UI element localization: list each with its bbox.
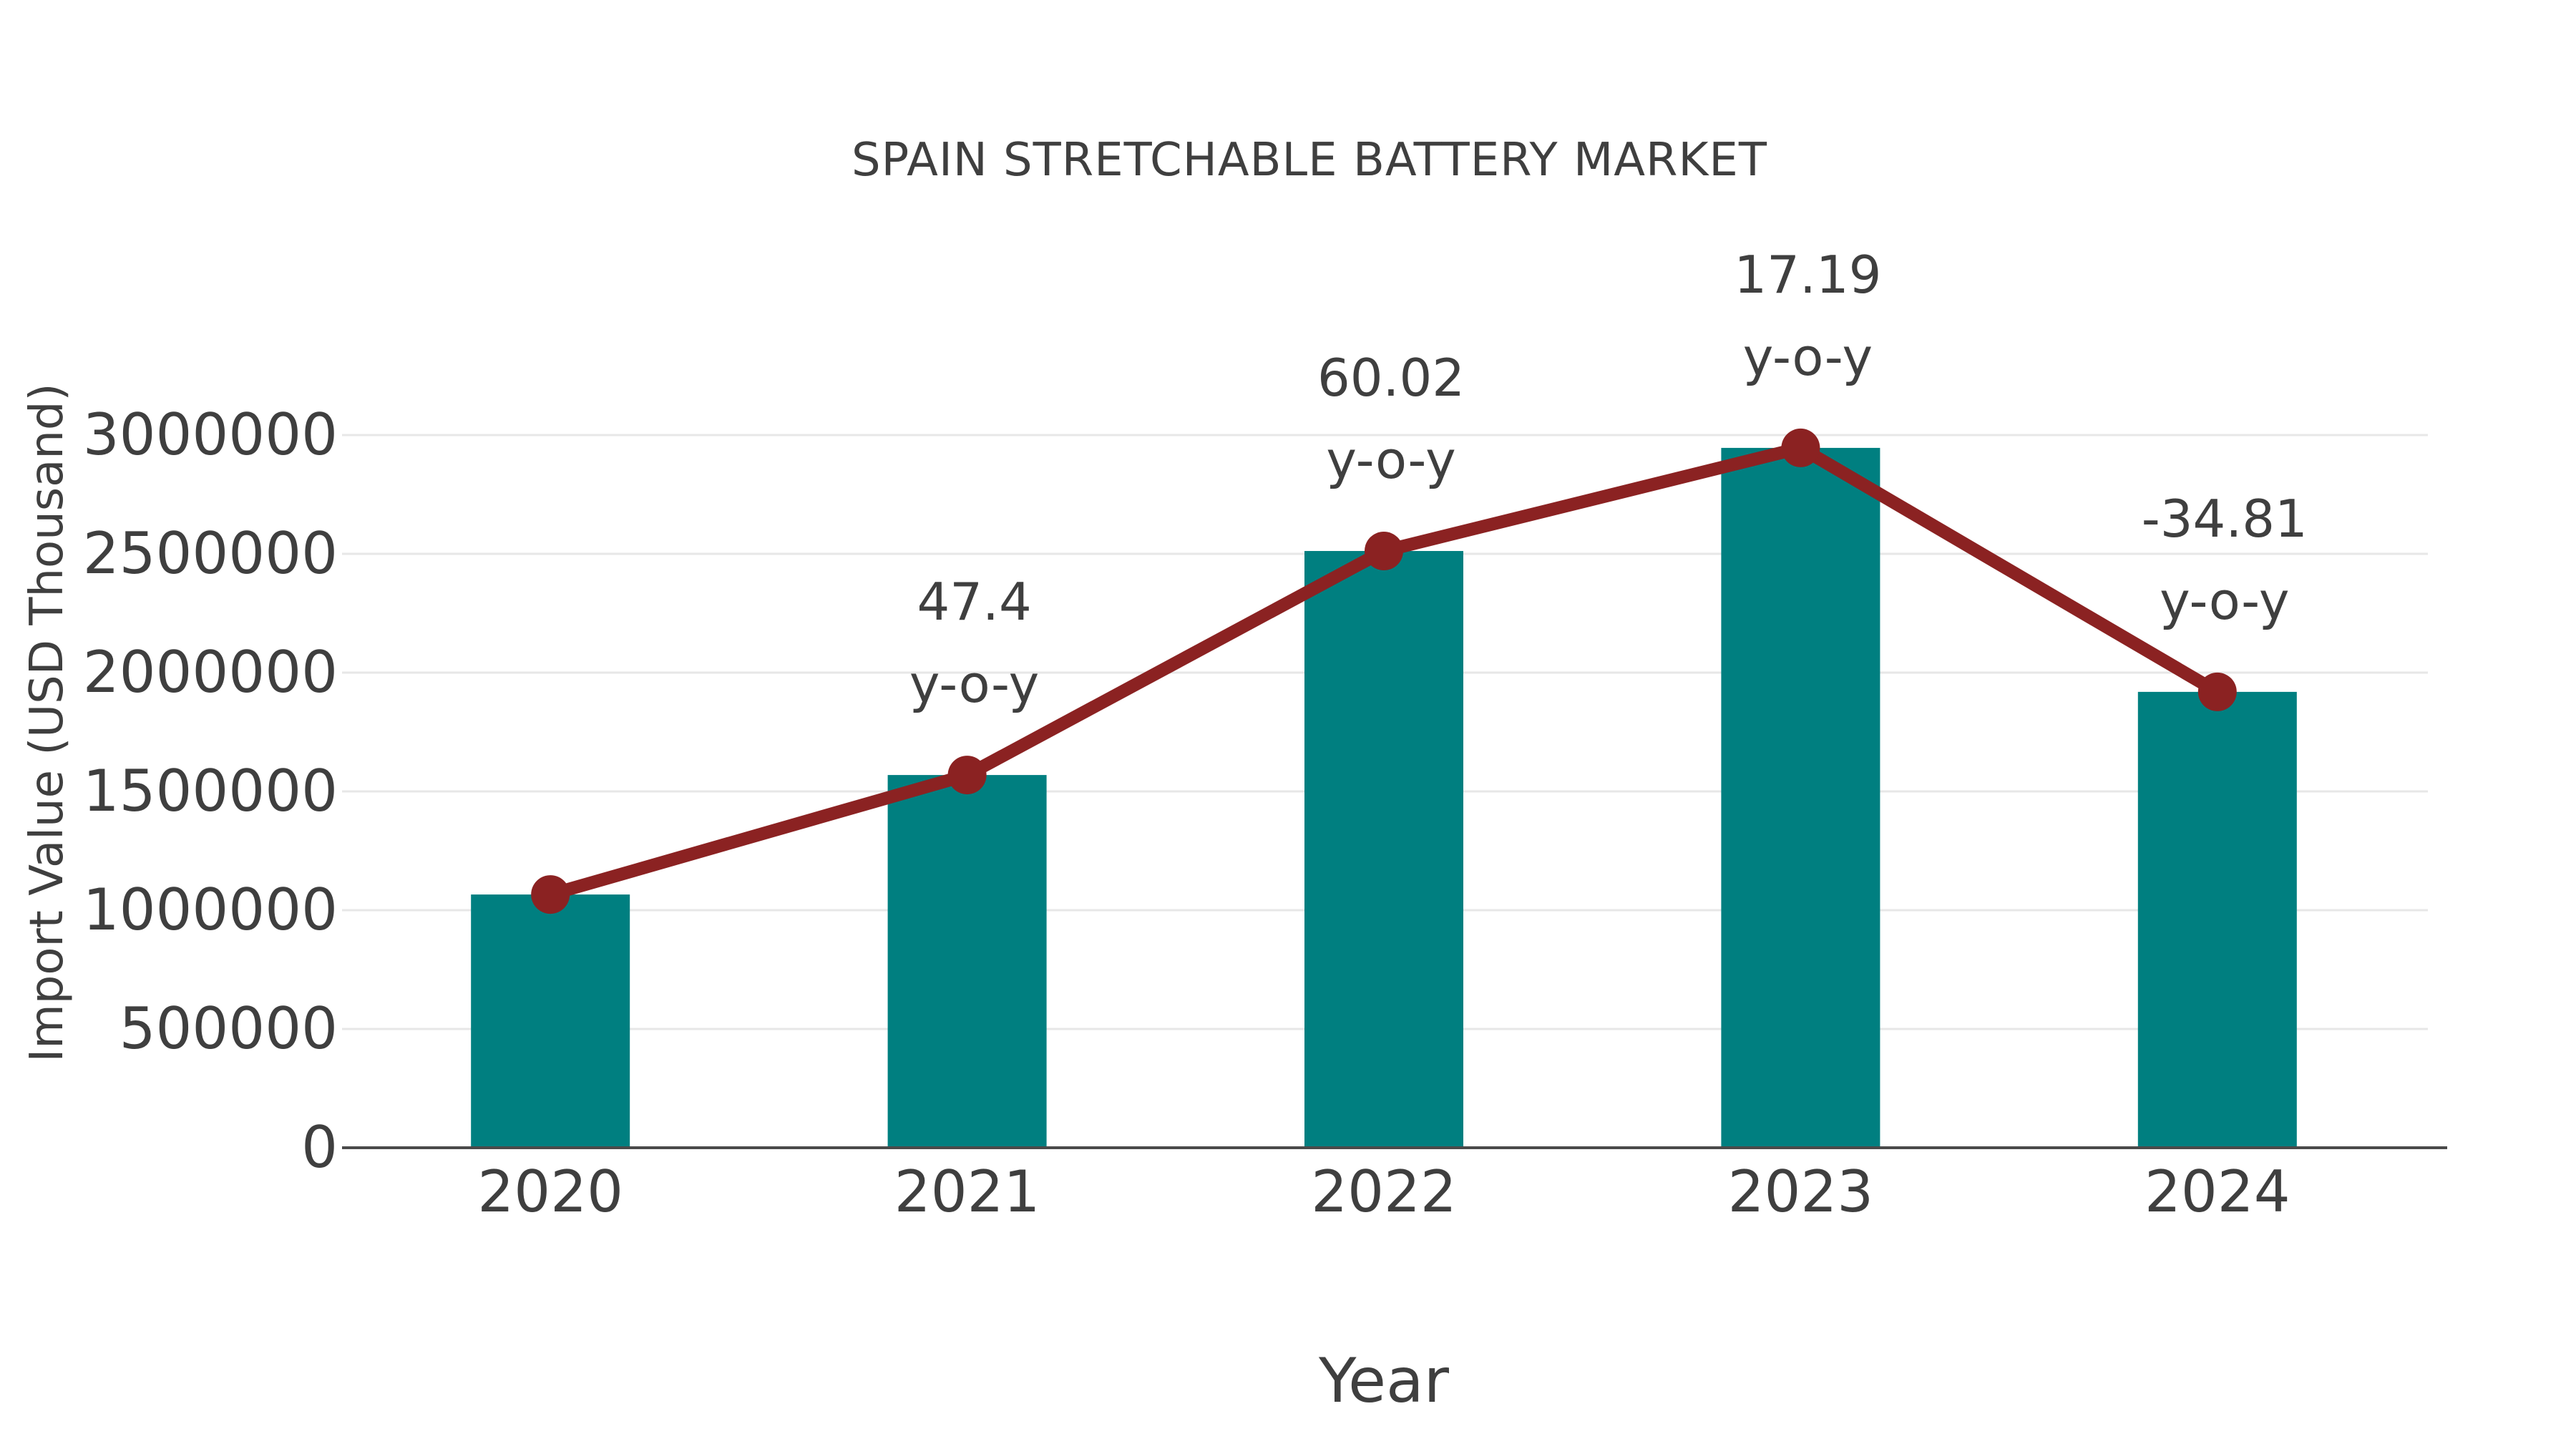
yoy-point-2024 <box>2197 672 2237 711</box>
yoy-point-2020 <box>531 875 570 914</box>
y-tick-0: 0 <box>301 1114 338 1181</box>
yoy-point-2023 <box>1781 428 1820 467</box>
yoy-label-2022: 60.02 y-o-y <box>1141 337 1641 502</box>
x-tick-2022: 2022 <box>1311 1158 1457 1225</box>
yoy-label-2021: 47.4 y-o-y <box>724 561 1225 726</box>
yoy-point-2022 <box>1365 532 1403 571</box>
x-axis-title: Year <box>1318 1345 1450 1417</box>
y-tick-500000: 500000 <box>119 995 338 1062</box>
yoy-value: 47.4 <box>917 572 1032 633</box>
y-axis-title: Import Value (USD Thousand) <box>21 383 74 1063</box>
bar-2023 <box>1721 447 1880 1148</box>
bar-2022 <box>1304 551 1463 1148</box>
yoy-suffix: y-o-y <box>1326 430 1456 491</box>
x-tick-2021: 2021 <box>894 1158 1040 1225</box>
y-tick-2000000: 2000000 <box>82 639 338 706</box>
x-tick-2024: 2024 <box>2145 1158 2290 1225</box>
yoy-point-2021 <box>947 756 987 795</box>
yoy-value: -34.81 <box>2141 488 2308 549</box>
x-tick-2020: 2020 <box>477 1158 623 1225</box>
bar-2020 <box>471 894 630 1148</box>
yoy-suffix: y-o-y <box>2160 570 2290 631</box>
yoy-value: 17.19 <box>1734 244 1882 305</box>
yoy-suffix: y-o-y <box>909 654 1040 715</box>
yoy-suffix: y-o-y <box>1742 326 1873 387</box>
yoy-value: 60.02 <box>1317 348 1465 409</box>
y-tick-3000000: 3000000 <box>82 401 338 468</box>
x-tick-2023: 2023 <box>1727 1158 1874 1225</box>
bar-2024 <box>2137 691 2297 1148</box>
chart-title: SPAIN STRETCHABLE BATTERY MARKET <box>852 134 1767 187</box>
y-tick-2500000: 2500000 <box>82 520 338 587</box>
yoy-label-2023: 17.19 y-o-y <box>1557 234 2058 399</box>
y-tick-1500000: 1500000 <box>82 758 338 824</box>
yoy-label-2024: -34.81 y-o-y <box>1974 478 2475 643</box>
bar-2021 <box>887 775 1047 1148</box>
y-tick-1000000: 1000000 <box>82 877 338 943</box>
